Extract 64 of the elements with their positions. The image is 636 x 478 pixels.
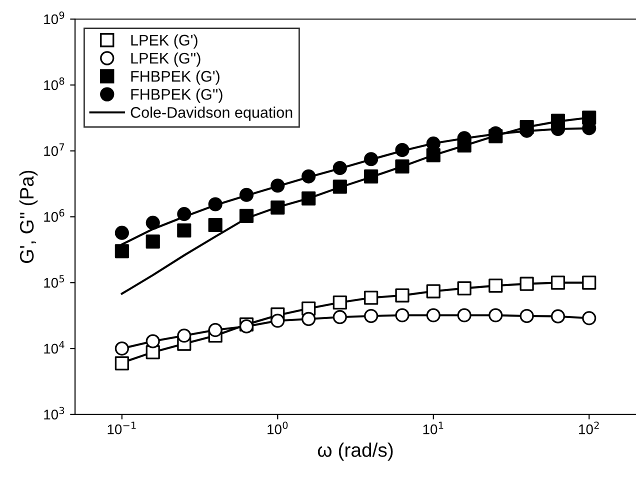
point — [520, 308, 534, 324]
legend-label: FHBPEK (G'') — [131, 88, 222, 103]
point — [488, 278, 503, 293]
point — [208, 218, 222, 232]
point — [332, 180, 347, 194]
point — [146, 234, 160, 249]
legend-label: Cole-Davidson equation — [130, 106, 292, 121]
point — [520, 276, 534, 291]
legend-label: FHBPEK (G') — [131, 70, 220, 85]
point — [146, 216, 160, 230]
point — [395, 288, 410, 302]
point — [332, 310, 347, 324]
point — [302, 312, 316, 326]
y-tick-label: 10$^{5}$ — [44, 275, 64, 288]
point — [177, 207, 192, 222]
y-tick-label: 10$^{3}$ — [44, 406, 64, 420]
point — [550, 276, 566, 290]
point — [270, 314, 285, 328]
point — [114, 244, 129, 258]
point — [582, 311, 596, 326]
point — [426, 308, 440, 322]
x-axis-title: ω (rad/s) — [318, 442, 393, 461]
point — [208, 197, 222, 212]
y-tick-label: 10$^{8}$ — [44, 77, 64, 90]
point — [177, 223, 192, 238]
point — [332, 160, 347, 176]
point — [302, 169, 316, 184]
point — [395, 142, 410, 158]
y-tick-label: 10$^{4}$ — [44, 341, 64, 354]
point — [488, 308, 503, 322]
x-tick-label: 10$^{−1}$ — [108, 422, 136, 434]
point — [332, 295, 347, 310]
point — [364, 169, 378, 184]
y-axis-title: G', G'' (Pa) — [19, 170, 38, 263]
point — [426, 148, 440, 162]
point — [457, 308, 472, 322]
y-tick-label: 10$^{7}$ — [44, 143, 64, 156]
point — [177, 328, 192, 343]
point — [239, 188, 254, 202]
x-tick-label: 10$^{0}$ — [268, 422, 288, 434]
y-tick-label: 10$^{9}$ — [44, 12, 64, 24]
point — [395, 159, 410, 174]
point — [364, 152, 378, 166]
point — [426, 284, 440, 298]
y-tick-label: 10$^{6}$ — [44, 209, 64, 222]
point — [114, 226, 129, 240]
x-tick-label: 10$^{1}$ — [423, 422, 444, 434]
point — [208, 322, 222, 338]
point — [270, 178, 285, 193]
point — [270, 200, 285, 215]
legend-label: LPEK (G') — [131, 34, 198, 49]
point — [239, 208, 254, 223]
point — [582, 276, 596, 290]
point — [114, 356, 129, 370]
point — [302, 191, 316, 206]
point — [146, 334, 160, 348]
point — [395, 308, 410, 322]
point — [457, 281, 472, 296]
point — [364, 308, 378, 324]
point — [114, 341, 129, 356]
point — [550, 309, 566, 324]
point — [364, 290, 378, 305]
legend-label: LPEK (G'') — [131, 52, 200, 67]
x-tick-label: 10$^{2}$ — [579, 422, 599, 434]
